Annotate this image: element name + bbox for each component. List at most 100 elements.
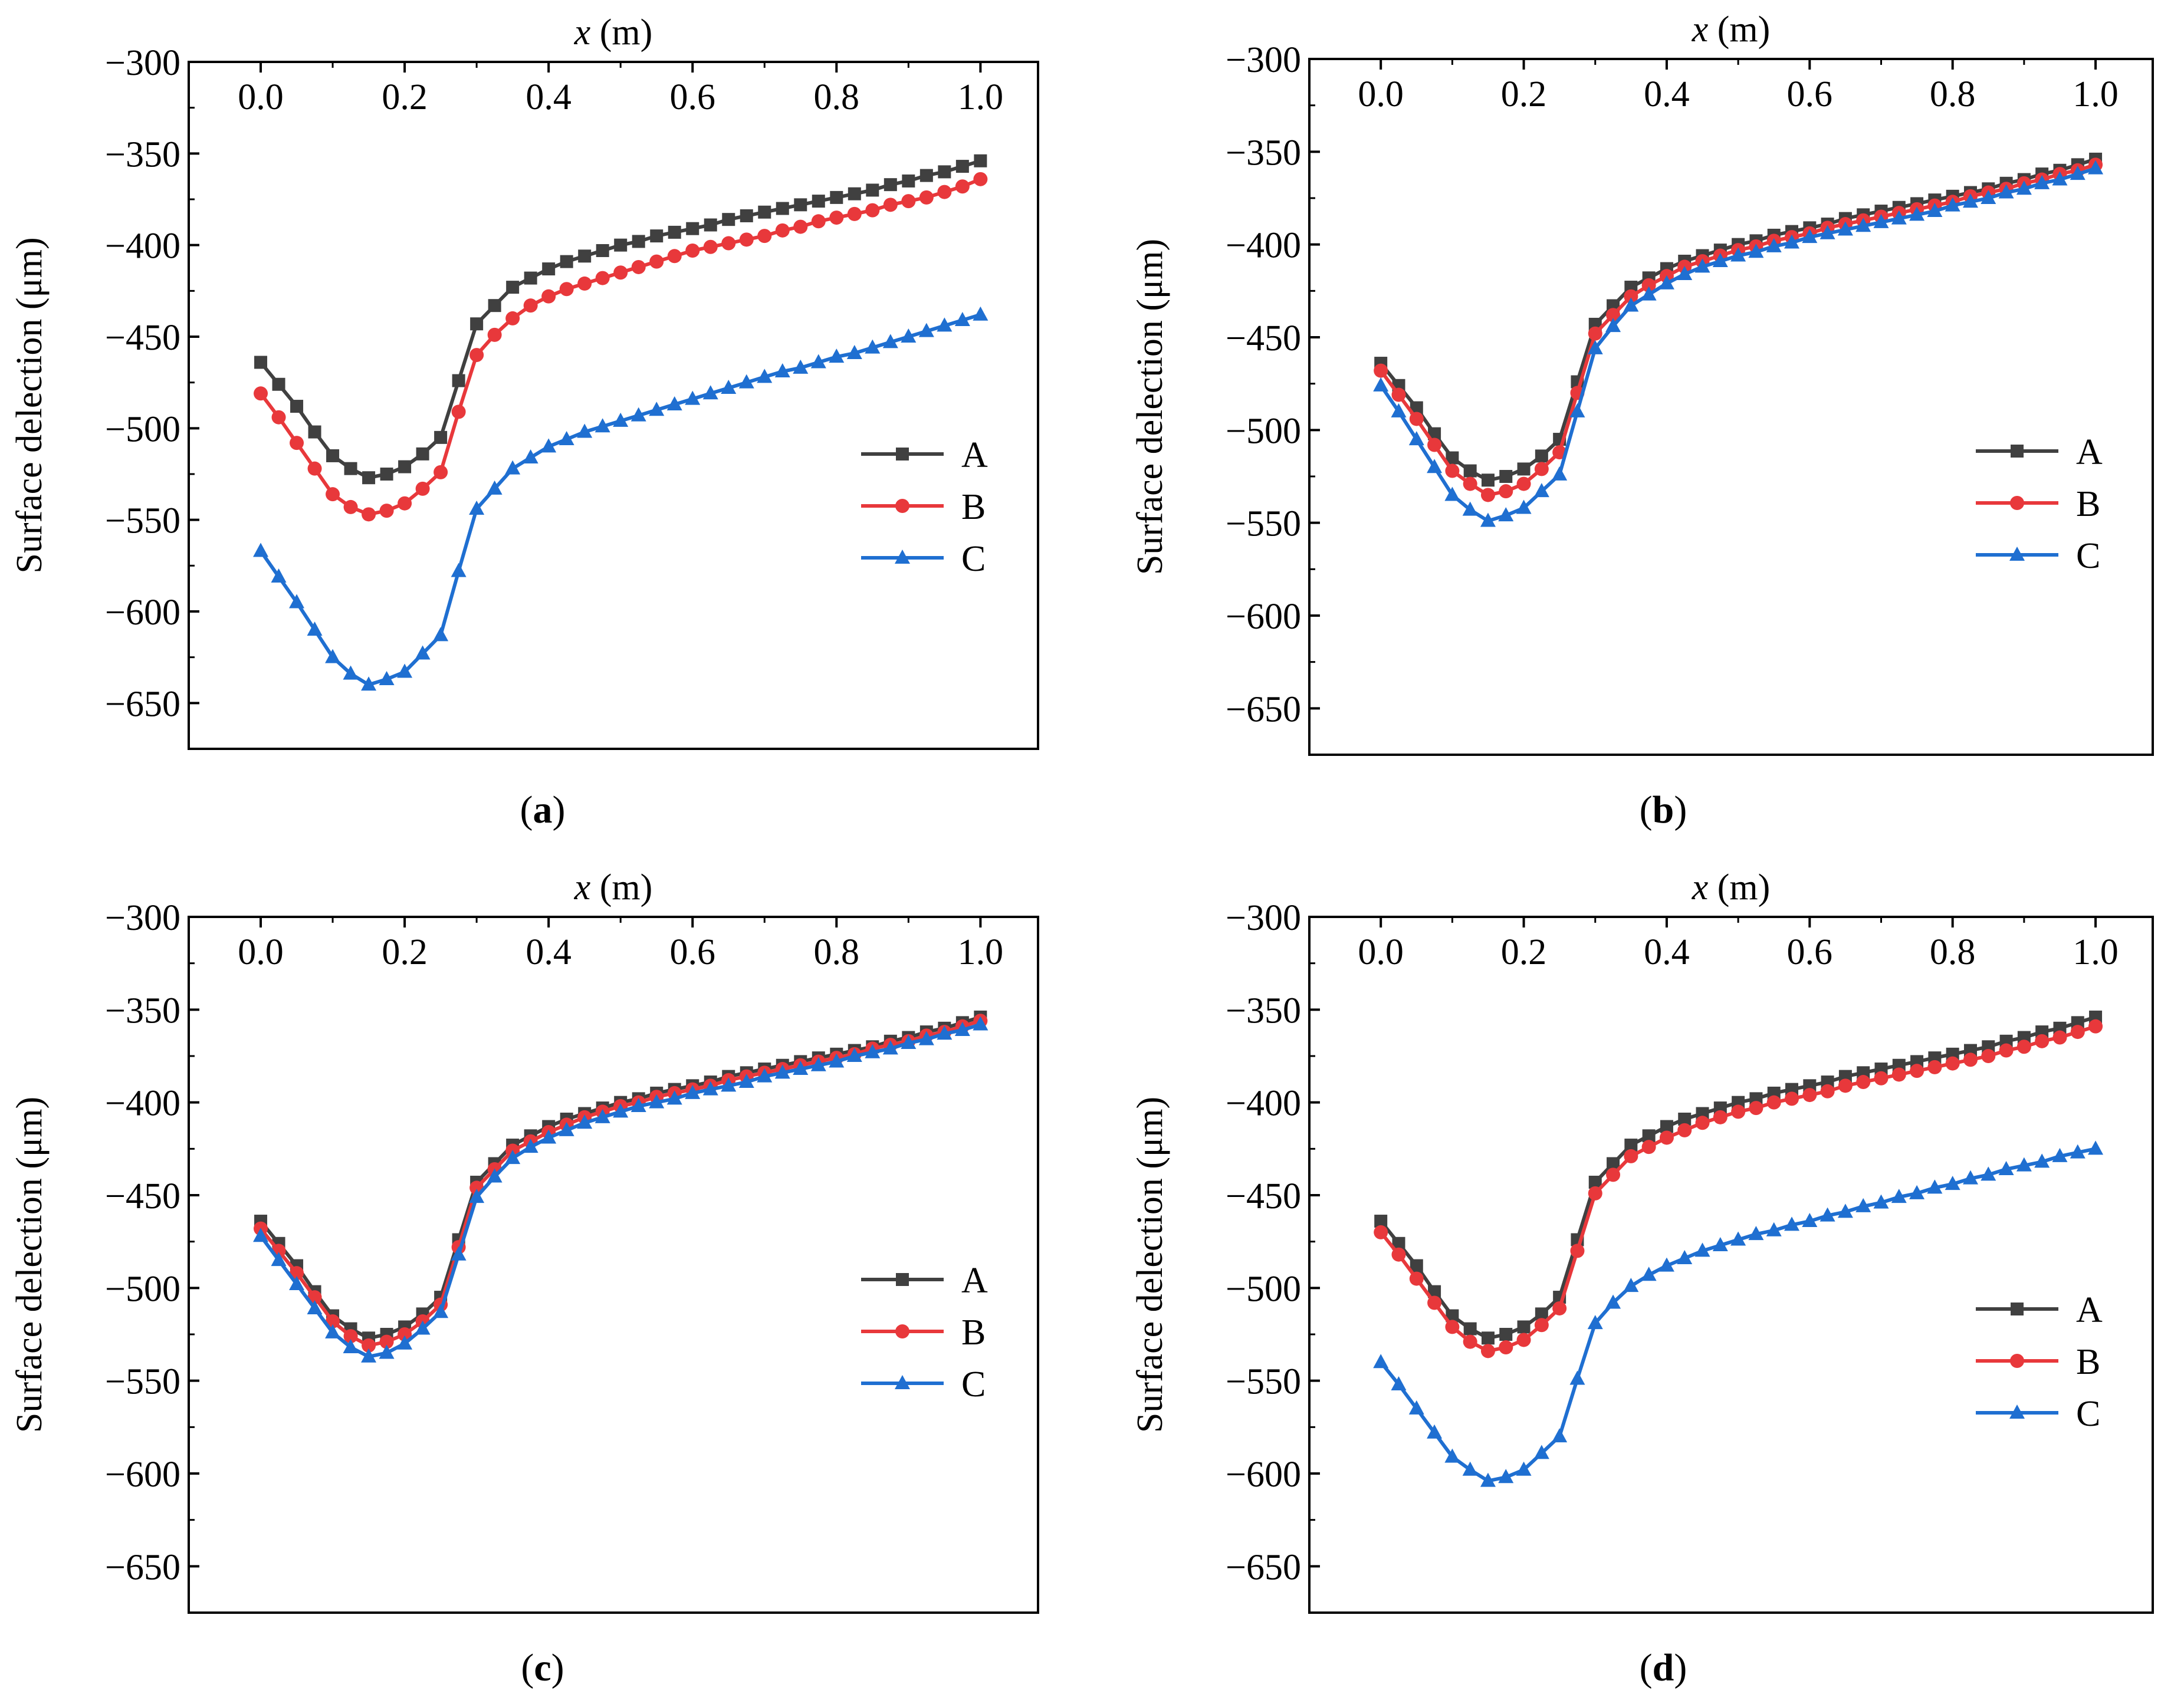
y-axis-title: Surface delection (μm): [1130, 1097, 1170, 1433]
series-line-C: [259, 313, 981, 687]
data-point-C: [1873, 213, 1889, 228]
data-point-C: [307, 621, 323, 636]
data-point-A: [1428, 1285, 1441, 1298]
x-tick-label: 0.2: [382, 932, 428, 972]
data-point-B: [703, 239, 718, 254]
data-point-C: [577, 423, 593, 438]
data-point-B: [1927, 1060, 1942, 1074]
panel-a: −300 −350 −400 −450 −500 −550 −600 −650 0.0 0.2 0.…: [9, 12, 1039, 831]
data-point-C: [325, 649, 341, 663]
data-point-C: [757, 1068, 773, 1083]
data-point-C: [1444, 1448, 1460, 1463]
data-point-A: [1374, 1215, 1388, 1228]
series-C: [253, 306, 988, 691]
y-tick-label: −600: [1226, 597, 1301, 637]
x-tick-label: 0.2: [382, 77, 428, 117]
data-point-B: [757, 229, 772, 244]
panel-c: −300 −350 −400 −450 −500 −550 −600 −650 0.0 0.2 0.…: [9, 867, 1039, 1689]
data-point-A: [1624, 1139, 1638, 1152]
x-tick-label: 0.0: [1358, 932, 1404, 972]
x-tick-label: 0.4: [526, 932, 572, 972]
caption-close: ): [553, 788, 566, 831]
data-point-B: [254, 386, 268, 401]
data-point-B: [541, 289, 556, 304]
caption-close: ): [1674, 788, 1687, 831]
data-point-C: [1623, 297, 1639, 312]
data-point-B: [1641, 278, 1656, 292]
data-point-C: [2052, 171, 2068, 186]
series-line-B: [1379, 163, 2096, 497]
data-point-C: [1927, 203, 1943, 218]
data-point-C: [397, 663, 413, 678]
data-point-C: [1802, 1213, 1818, 1228]
caption-close: ): [551, 1646, 564, 1689]
data-point-C: [1855, 218, 1871, 232]
data-point-C: [253, 542, 269, 557]
data-point-C: [1391, 403, 1407, 417]
data-point-C: [613, 1103, 629, 1118]
data-point-B: [1659, 1130, 1674, 1145]
data-point-B: [955, 179, 970, 194]
data-point-A: [938, 165, 951, 179]
data-point-C: [1748, 244, 1764, 258]
data-point-B: [595, 271, 610, 285]
y-tick-label: −350: [1226, 133, 1301, 173]
data-point-B: [1516, 1333, 1531, 1347]
data-point-C: [1998, 184, 2014, 199]
data-point-B: [2035, 1034, 2050, 1048]
data-point-A: [686, 222, 699, 235]
legend-label-B: B: [961, 1313, 986, 1353]
series-line-A: [259, 1015, 981, 1340]
data-point-A: [668, 225, 681, 239]
legend-label-C: C: [2076, 1394, 2100, 1434]
data-point-C: [1641, 286, 1657, 301]
data-point-C: [2034, 175, 2050, 189]
data-point-B: [1499, 484, 1513, 499]
data-point-C: [937, 1025, 953, 1040]
data-point-C: [810, 354, 826, 369]
data-point-C: [1427, 459, 1443, 473]
data-point-B: [2016, 1040, 2031, 1054]
data-point-A: [830, 190, 843, 204]
y-tick-label: −650: [1226, 1547, 1301, 1587]
data-point-B: [1409, 1271, 1424, 1286]
data-point-A: [884, 178, 897, 192]
y-tick-label: −550: [1226, 1362, 1301, 1402]
data-point-B: [1981, 1049, 1996, 1063]
data-point-B: [847, 206, 862, 221]
data-point-C: [541, 438, 557, 453]
data-point-C: [1516, 1461, 1532, 1476]
data-point-C: [1480, 512, 1496, 527]
data-point-A: [1678, 1112, 1692, 1126]
x-axis-title: x (m): [1692, 867, 1771, 907]
data-point-C: [1516, 499, 1532, 514]
data-point-A: [596, 244, 609, 257]
caption-close: ): [1674, 1646, 1687, 1689]
data-point-A: [290, 400, 304, 413]
data-point-B: [1677, 1123, 1692, 1137]
data-point-A: [542, 262, 556, 276]
data-point-C: [595, 418, 610, 433]
data-point-B: [398, 1327, 412, 1341]
x-tick-label: 0.8: [1930, 74, 1976, 114]
x-tick-label: 0.6: [669, 77, 715, 117]
series-A: [254, 1010, 987, 1345]
series-C: [1373, 1140, 2104, 1487]
legend: ABC: [861, 435, 988, 579]
data-point-B: [379, 1334, 394, 1349]
y-tick-label: −550: [105, 501, 180, 541]
data-point-A: [578, 249, 592, 263]
data-point-B: [487, 327, 502, 342]
series-C: [253, 1016, 988, 1363]
legend-marker-B: [2010, 1354, 2024, 1368]
data-point-B: [1838, 1078, 1853, 1093]
x-axis-unit: (m): [1708, 867, 1770, 907]
data-point-B: [577, 276, 592, 291]
data-point-C: [1891, 1189, 1907, 1203]
caption-open: (: [1640, 788, 1653, 831]
data-point-C: [901, 1034, 917, 1049]
data-point-C: [1837, 1203, 1853, 1218]
caption-open: (: [521, 1646, 534, 1689]
data-point-C: [343, 665, 359, 680]
data-point-B: [2070, 1025, 2085, 1040]
